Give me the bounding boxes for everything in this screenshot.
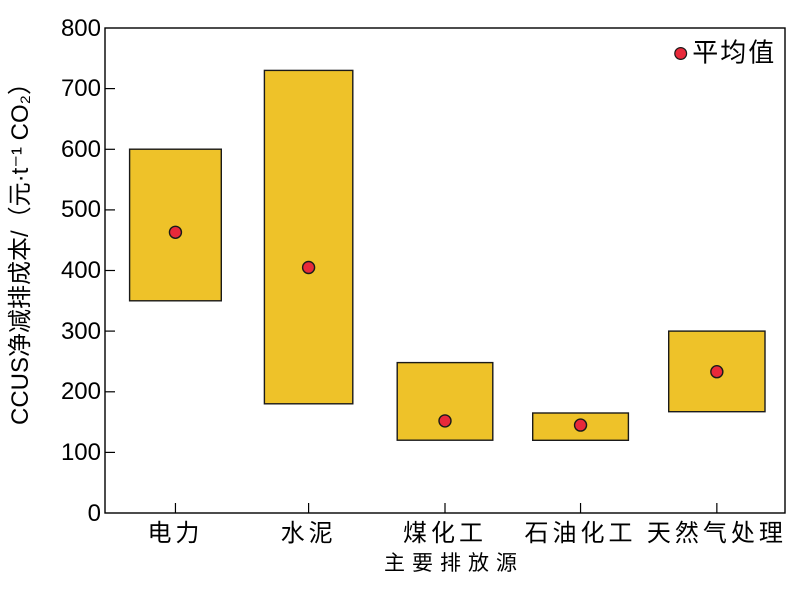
svg-text:500: 500 — [61, 196, 101, 223]
svg-text:水泥: 水泥 — [281, 520, 337, 547]
svg-text:600: 600 — [61, 136, 101, 163]
svg-text:800: 800 — [61, 15, 101, 42]
svg-text:300: 300 — [61, 318, 101, 345]
svg-text:平均值: 平均值 — [692, 38, 776, 68]
svg-text:200: 200 — [61, 378, 101, 405]
svg-text:天然气处理: 天然气处理 — [647, 520, 787, 547]
svg-text:700: 700 — [61, 75, 101, 102]
svg-text:主要排放源: 主要排放源 — [384, 552, 524, 575]
svg-text:400: 400 — [61, 257, 101, 284]
svg-text:石油化工: 石油化工 — [525, 520, 637, 547]
svg-text:电力: 电力 — [147, 520, 203, 547]
svg-text:0: 0 — [88, 500, 101, 527]
svg-text:CCUS净减排成本/（元·t⁻¹ CO₂）: CCUS净减排成本/（元·t⁻¹ CO₂） — [7, 71, 34, 425]
svg-text:100: 100 — [61, 439, 101, 466]
svg-text:煤化工: 煤化工 — [403, 520, 487, 547]
